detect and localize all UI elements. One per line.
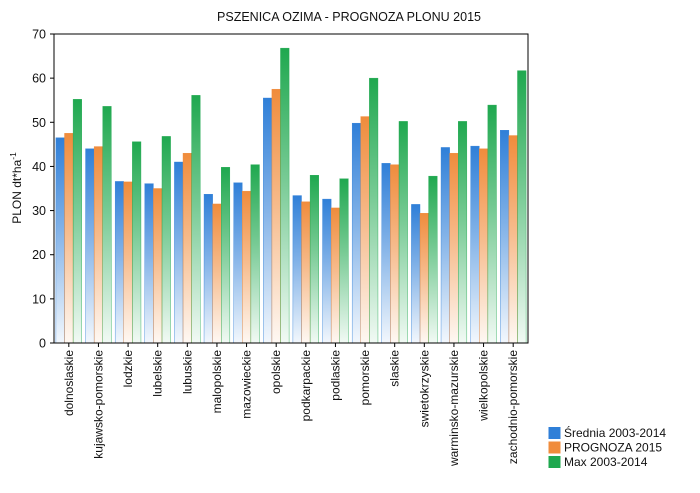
- y-tick-label: 10: [32, 292, 46, 306]
- legend-swatch-series-3: [548, 456, 561, 468]
- x-tick-label-mazowieckie: mazowieckie: [240, 350, 254, 419]
- bar-podkarpackie-series-1: [292, 195, 302, 344]
- bar-swietokrzyskie-series-2: [419, 213, 429, 344]
- bar-zachodnio-pomorskie-series-2: [508, 135, 518, 344]
- y-tick-label: 20: [32, 248, 46, 262]
- bar-lubuskie-series-1: [174, 161, 184, 344]
- bar-kujawsko-pomorskie-series-3: [102, 106, 112, 344]
- bar-podlaskie-series-1: [322, 198, 332, 344]
- chart-title: PSZENICA OZIMA - PROGNOZA PLONU 2015: [217, 10, 481, 24]
- x-tick-label-kujawsko-pomorskie: kujawsko-pomorskie: [91, 350, 105, 459]
- legend-label-series-3: Max 2003-2014: [564, 455, 648, 469]
- bar-opolskie-series-3: [280, 47, 290, 344]
- bar-lubuskie-series-2: [182, 152, 192, 344]
- bar-pomorskie-series-1: [351, 122, 361, 344]
- bar-lodzkie-series-3: [132, 141, 142, 344]
- y-tick-label: 0: [39, 337, 46, 351]
- bar-mazowieckie-series-2: [242, 190, 252, 344]
- y-tick-label: 50: [32, 116, 46, 130]
- bar-warminsko-mazurskie-series-1: [440, 147, 450, 344]
- bar-lubelskie-series-3: [161, 136, 171, 344]
- bar-wielkopolskie-series-3: [487, 104, 497, 344]
- bar-podkarpackie-series-3: [309, 175, 319, 344]
- x-tick-label-slaskie: slaskie: [388, 350, 402, 387]
- legend-swatch-series-1: [548, 427, 561, 439]
- y-tick-label: 30: [32, 204, 46, 218]
- bar-lubuskie-series-3: [191, 95, 201, 344]
- bar-wielkopolskie-series-1: [470, 145, 480, 344]
- bar-slaskie-series-1: [381, 163, 391, 344]
- y-axis-label-main: PLON dt*ha: [10, 159, 24, 223]
- bar-lubelskie-series-2: [153, 188, 163, 344]
- x-tick-label-lodzkie: lodzkie: [121, 350, 135, 388]
- x-tick-label-pomorskie: pomorskie: [358, 350, 372, 406]
- bar-opolskie-series-2: [271, 88, 281, 344]
- bar-warminsko-mazurskie-series-3: [458, 121, 468, 344]
- x-tick-label-malopolskie: malopolskie: [210, 350, 224, 414]
- x-tick-label-wielkopolskie: wielkopolskie: [477, 350, 491, 422]
- bar-kujawsko-pomorskie-series-1: [85, 148, 95, 344]
- bar-podlaskie-series-2: [330, 207, 340, 344]
- x-tick-label-podkarpackie: podkarpackie: [299, 350, 313, 422]
- bar-wielkopolskie-series-2: [479, 148, 489, 344]
- y-tick-label: 40: [32, 160, 46, 174]
- bar-pomorskie-series-3: [369, 77, 379, 344]
- bar-kujawsko-pomorskie-series-2: [93, 146, 103, 344]
- bar-lodzkie-series-2: [123, 181, 133, 344]
- bar-swietokrzyskie-series-1: [411, 204, 421, 344]
- y-tick-label: 60: [32, 72, 46, 86]
- bar-malopolskie-series-3: [221, 167, 231, 344]
- x-tick-label-swietokrzyskie: swietokrzyskie: [417, 350, 431, 428]
- plot-area: 0 10 20 30 40 50 60 70 dolnoslaskie kujawsko-pomo…: [32, 28, 529, 467]
- bar-slaskie-series-2: [390, 164, 400, 344]
- bar-podkarpackie-series-2: [301, 201, 311, 344]
- bar-dolnoslaskie-series-1: [55, 137, 65, 344]
- bar-mazowieckie-series-1: [233, 182, 243, 344]
- x-tick-label-warminsko-mazurskie: warminsko-mazurskie: [447, 350, 461, 467]
- bar-lubelskie-series-1: [144, 183, 154, 344]
- legend-label-series-1: Średnia 2003-2014: [564, 425, 666, 440]
- x-tick-label-zachodnio-pomorskie: zachodnio-pomorskie: [506, 350, 520, 464]
- x-tick-label-lubelskie: lubelskie: [151, 350, 165, 397]
- bar-pomorskie-series-2: [360, 116, 370, 344]
- x-tick-label-lubuskie: lubuskie: [180, 350, 194, 394]
- legend-label-series-2: PROGNOZA 2015: [564, 441, 662, 455]
- legend-swatch-series-2: [548, 441, 561, 454]
- bar-podlaskie-series-3: [339, 178, 349, 344]
- bar-warminsko-mazurskie-series-2: [449, 152, 459, 344]
- bar-dolnoslaskie-series-3: [72, 99, 82, 344]
- y-axis-label-superscript: -1: [8, 152, 18, 160]
- bar-mazowieckie-series-3: [250, 164, 260, 344]
- bar-zachodnio-pomorskie-series-3: [517, 70, 527, 344]
- bar-dolnoslaskie-series-2: [64, 133, 74, 344]
- bar-slaskie-series-3: [398, 121, 408, 344]
- plot-frame: [53, 33, 529, 344]
- x-tick-label-podlaskie: podlaskie: [328, 350, 342, 401]
- bar-malopolskie-series-2: [212, 203, 222, 344]
- bar-lodzkie-series-1: [114, 181, 124, 344]
- bar-malopolskie-series-1: [203, 194, 213, 344]
- bar-opolskie-series-1: [263, 97, 273, 344]
- bar-swietokrzyskie-series-3: [428, 175, 438, 344]
- svg-text:PLON dt*ha-1: PLON dt*ha-1: [8, 152, 24, 224]
- x-tick-label-dolnoslaskie: dolnoslaskie: [62, 350, 76, 416]
- bar-zachodnio-pomorskie-series-1: [500, 130, 510, 344]
- y-tick-label: 70: [32, 28, 46, 42]
- y-axis-label: PLON dt*ha-1: [8, 152, 24, 224]
- x-tick-label-opolskie: opolskie: [269, 350, 283, 394]
